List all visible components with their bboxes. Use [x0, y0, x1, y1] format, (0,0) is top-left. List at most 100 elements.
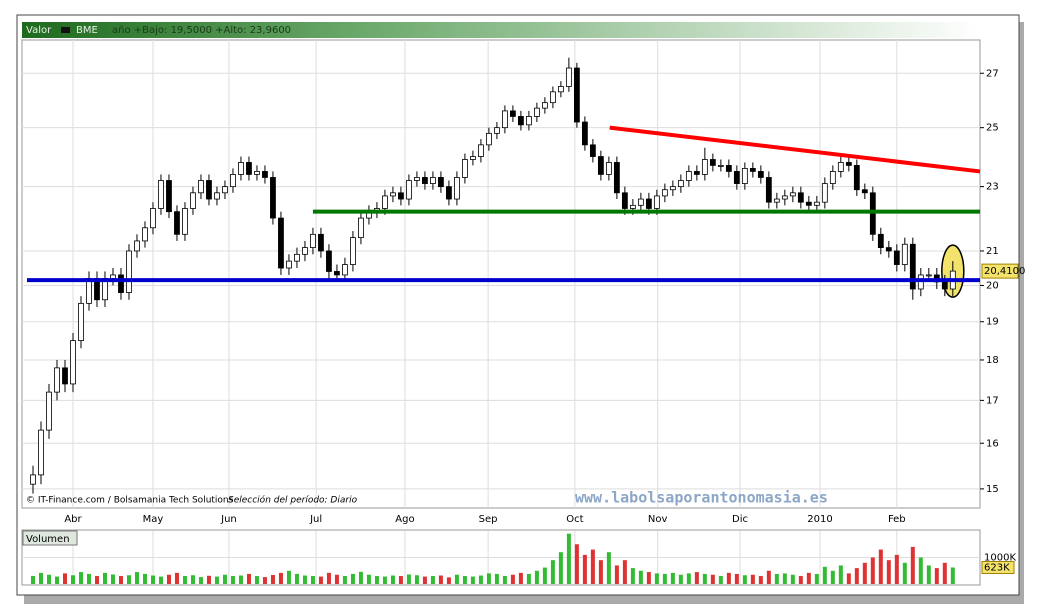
candle-body	[685, 171, 692, 181]
volume-bar	[662, 573, 667, 584]
volume-bar	[310, 576, 315, 584]
y-tick-label: 16	[986, 438, 999, 449]
volume-bar	[694, 572, 699, 584]
volume-bar	[158, 576, 163, 584]
candle-body	[214, 192, 220, 200]
volume-bar	[270, 574, 275, 584]
x-tick-label: Dic	[732, 514, 748, 525]
candle-body	[478, 144, 484, 157]
y-tick-label: 17	[986, 395, 999, 406]
x-tick-label: Feb	[888, 514, 906, 525]
volume-bar	[918, 557, 923, 584]
volume-bar	[582, 554, 587, 584]
volume-bar	[246, 573, 251, 584]
volume-bar	[726, 572, 731, 584]
candle-body	[126, 250, 132, 293]
volume-bar	[454, 574, 459, 584]
volume-bar	[374, 576, 379, 584]
volume-bar	[862, 562, 867, 584]
volume-bar	[134, 572, 139, 584]
y-tick-label: 23	[986, 182, 999, 193]
volume-bar	[318, 576, 323, 584]
candle-body	[733, 171, 740, 184]
volume-bar	[854, 568, 859, 584]
candle-body	[70, 340, 76, 385]
volume-bar	[774, 573, 779, 584]
volume-bar	[870, 557, 875, 584]
candle-body	[198, 180, 204, 194]
volume-bar	[526, 573, 531, 584]
last-price-label: 20,4100	[984, 266, 1025, 277]
candle-body	[725, 165, 732, 172]
x-tick-label: Oct	[566, 514, 583, 525]
candle-body	[150, 208, 156, 229]
y-tick-label: 27	[986, 68, 999, 79]
header-title: BME	[76, 25, 98, 36]
candle-body	[781, 195, 788, 200]
x-tick-label: Jul	[309, 514, 322, 525]
volume-bar	[806, 572, 811, 584]
candle-body	[821, 183, 828, 203]
candle-body	[54, 367, 60, 393]
candle-body	[749, 168, 756, 172]
candle-body	[422, 177, 428, 184]
volume-bar	[46, 574, 51, 584]
candle-body	[925, 274, 932, 277]
volume-bar	[510, 574, 515, 584]
volume-bar	[446, 577, 451, 584]
candle-body	[709, 159, 716, 166]
candle-body	[797, 192, 804, 203]
volume-bar	[182, 576, 187, 584]
candle-body	[597, 156, 604, 175]
volume-bar	[950, 567, 955, 584]
plot-area	[21, 39, 981, 509]
x-tick-label: Jun	[220, 514, 237, 525]
volume-bar	[102, 572, 107, 584]
candle-body	[350, 237, 356, 265]
volume-bar	[518, 572, 523, 584]
volume-bar	[62, 573, 67, 584]
volume-bar	[30, 576, 35, 584]
candle-body	[438, 177, 444, 188]
candle-body	[286, 260, 292, 269]
y-tick-label: 21	[986, 246, 999, 257]
candle-body	[893, 250, 900, 265]
volume-bar	[334, 574, 339, 584]
volume-bar	[686, 573, 691, 584]
candle-body	[909, 243, 916, 290]
candle-body	[262, 171, 268, 178]
volume-bar	[174, 572, 179, 584]
volume-bar	[78, 572, 83, 584]
candle-body	[142, 227, 148, 242]
volume-bar	[926, 565, 931, 584]
candle-body	[509, 110, 516, 117]
candle-body	[829, 171, 836, 184]
candle-body	[853, 165, 860, 191]
x-tick-label: 2010	[807, 514, 832, 525]
volume-bar	[342, 576, 347, 584]
candle-body	[805, 201, 812, 206]
volume-bar	[502, 576, 507, 584]
volume-bar	[782, 573, 787, 584]
candle-body	[861, 189, 868, 194]
candle-body	[430, 177, 436, 184]
candle-body	[382, 195, 388, 209]
volume-bar	[406, 574, 411, 584]
y-tick-label: 19	[986, 317, 999, 328]
candle-body	[46, 391, 52, 431]
volume-bar	[894, 554, 899, 584]
candle-body	[462, 159, 468, 178]
candle-body	[182, 208, 188, 235]
candle-body	[789, 192, 796, 197]
volume-bar	[750, 574, 755, 584]
volume-bar	[702, 573, 707, 584]
volume-bar	[550, 560, 555, 584]
candle-body	[773, 198, 780, 203]
volume-bar	[790, 574, 795, 584]
candle-body	[486, 132, 492, 146]
volume-bar	[110, 574, 115, 584]
last-volume-box	[981, 560, 1015, 574]
header-subtitle: año +Bajo: 19,5000 +Alto: 23,9600	[112, 25, 291, 36]
candle-body	[254, 171, 260, 175]
volume-bar	[902, 562, 907, 584]
